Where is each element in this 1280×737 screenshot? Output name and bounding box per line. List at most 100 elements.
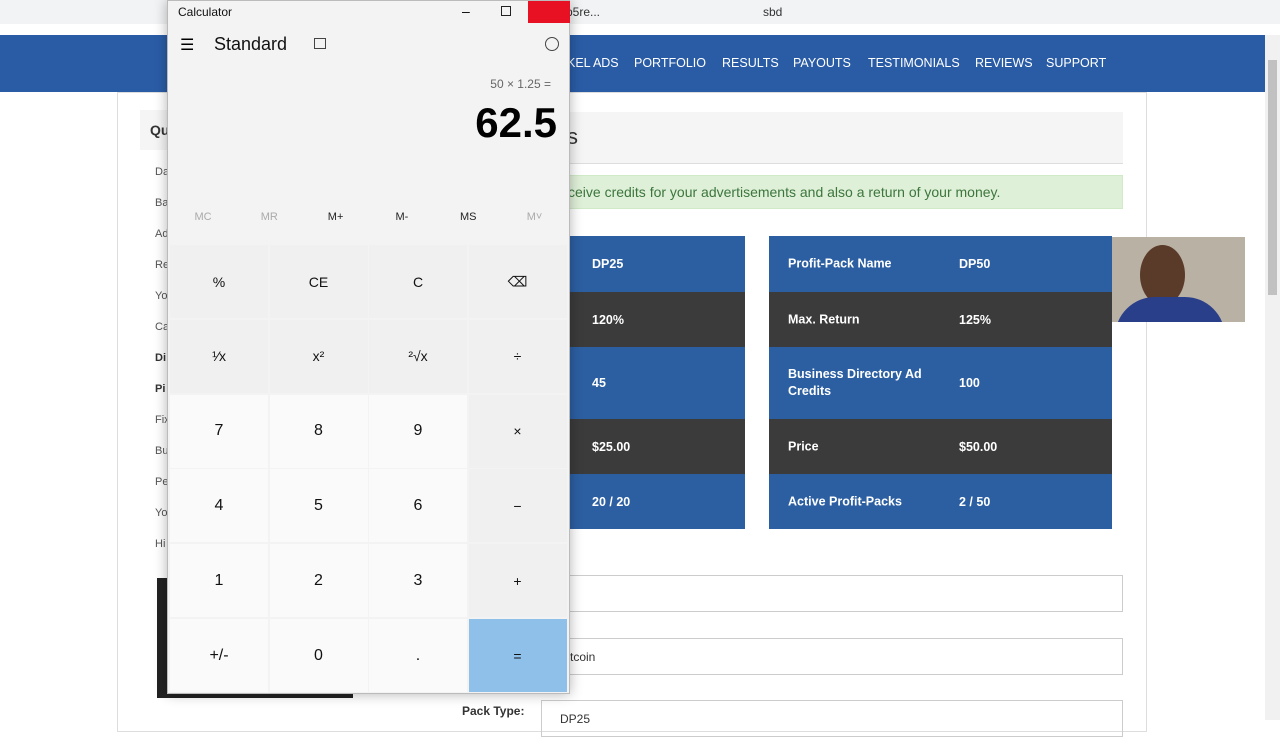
calc-key[interactable]: x²	[269, 319, 368, 393]
sidebar-link[interactable]: Di	[155, 352, 166, 364]
calc-key[interactable]: 1	[170, 544, 268, 618]
memory-button[interactable]: MC	[194, 211, 212, 223]
table-row: 45	[570, 347, 745, 419]
memory-button[interactable]: M+	[327, 211, 344, 223]
calc-key[interactable]: −	[468, 469, 567, 543]
calc-key[interactable]: 7	[170, 394, 268, 468]
sidebar-link[interactable]: Ad	[155, 228, 169, 240]
key-label: +	[513, 572, 522, 589]
nav-link[interactable]: SUPPORT	[1046, 56, 1107, 70]
key-label: 1	[214, 571, 224, 589]
table-row: Max. Return 125%	[769, 292, 1112, 347]
panel-heading	[560, 112, 1123, 164]
key-label: %	[212, 273, 226, 290]
calc-key[interactable]: ²√x	[369, 319, 467, 393]
cell-label: Profit-Pack Name	[788, 256, 892, 271]
cell-value: 2 / 50	[959, 494, 991, 509]
cell: DP25	[592, 257, 624, 271]
sidebar-link[interactable]: Da	[155, 166, 170, 178]
nav-link[interactable]: PORTFOLIO	[634, 56, 707, 70]
sidebar-link[interactable]: Pe	[155, 476, 169, 488]
key-label: 8	[314, 422, 323, 440]
memory-button[interactable]: M-	[395, 211, 409, 223]
cell: 120%	[592, 312, 624, 327]
sidebar-link[interactable]: Ca	[155, 321, 170, 333]
calc-key[interactable]: 6	[369, 469, 467, 543]
table-row: $25.00	[570, 419, 745, 474]
bookmark[interactable]: sbd	[763, 5, 783, 19]
memory-button[interactable]: MR	[260, 211, 278, 223]
nav-link[interactable]: TESTIMONIALS	[868, 56, 960, 70]
sidebar-link[interactable]: Hi	[155, 538, 166, 550]
key-label: 0	[314, 646, 323, 664]
menu-button[interactable]: ☰	[180, 37, 195, 54]
sidebar-link[interactable]: Fix	[155, 414, 170, 426]
table-row: Active Profit-Packs 2 / 50	[769, 474, 1112, 529]
key-label: CE	[308, 273, 329, 290]
pack-type-select[interactable]	[541, 700, 1123, 737]
form-label: Pack Type:	[462, 704, 525, 718]
select-value: DP25	[560, 712, 591, 726]
cell: $25.00	[592, 439, 631, 454]
calc-key[interactable]: 9	[369, 394, 467, 468]
calc-key[interactable]: 2	[269, 544, 368, 618]
cell: 20 / 20	[592, 494, 631, 509]
calc-key[interactable]: +/-	[170, 619, 268, 692]
sidebar-link[interactable]: Bu	[155, 445, 169, 457]
calc-key[interactable]: %	[170, 245, 268, 318]
history-button[interactable]	[545, 37, 559, 51]
memory-button[interactable]: M˅	[526, 211, 543, 223]
nav-link[interactable]: RESULTS	[722, 56, 779, 70]
key-label: =	[513, 647, 522, 664]
calc-key[interactable]: 0	[269, 619, 368, 692]
cell-label: Active Profit-Packs	[788, 494, 902, 508]
window-title: Calculator	[178, 5, 233, 19]
key-label: 7	[214, 422, 224, 440]
calc-key[interactable]: ×	[468, 394, 567, 468]
calc-key[interactable]: =	[468, 619, 567, 692]
calc-key[interactable]: ⌫	[468, 245, 567, 318]
sidebar-link[interactable]: Yo	[155, 507, 168, 519]
bookmark[interactable]: p5re...	[566, 5, 601, 19]
cell-value: 125%	[959, 312, 991, 327]
calc-key[interactable]: 5	[269, 469, 368, 543]
sidebar-link[interactable]: Re	[155, 259, 170, 271]
currency-select[interactable]	[541, 638, 1123, 675]
calc-key[interactable]: ¹⁄x	[170, 319, 268, 393]
calculator-window: – ☰ Calculator Standard 50 × 1.25 = 62.5 MC M…	[167, 0, 570, 694]
expression: 50 × 1.25 =	[490, 77, 551, 91]
key-label: ÷	[513, 348, 522, 365]
key-label: .	[415, 646, 421, 664]
sidebar-link[interactable]: Yo	[155, 290, 168, 302]
key-label: +/-	[209, 646, 229, 664]
sidebar-link[interactable]: Ba	[155, 197, 169, 209]
nav-link[interactable]: PAYOUTS	[793, 56, 851, 70]
input[interactable]	[560, 575, 1123, 612]
key-label: ⌫	[507, 273, 528, 289]
calc-key[interactable]: ÷	[468, 319, 567, 393]
key-label: ²√x	[408, 348, 428, 365]
sidebar-link[interactable]: Pi	[155, 383, 166, 395]
maximize-button[interactable]	[501, 6, 511, 16]
calc-key[interactable]: 3	[369, 544, 467, 618]
calc-key[interactable]: .	[369, 619, 467, 692]
key-label: C	[412, 273, 424, 290]
calc-key[interactable]: C	[369, 245, 467, 318]
memory-button[interactable]: MS	[459, 211, 477, 223]
cell: 45	[592, 376, 606, 390]
key-label: x²	[312, 348, 325, 365]
calc-key[interactable]: +	[468, 544, 567, 618]
calc-key[interactable]: CE	[269, 245, 368, 318]
key-label: 4	[214, 496, 224, 514]
minimize-button[interactable]: –	[462, 3, 470, 19]
cell-value: $50.00	[959, 439, 998, 454]
close-button[interactable]	[528, 1, 570, 23]
cell-label: Price	[788, 439, 819, 453]
nav-link[interactable]: REVIEWS	[975, 56, 1033, 70]
nav-link[interactable]: KEL ADS	[567, 56, 619, 70]
table-row: 120%	[570, 292, 745, 347]
keep-on-top[interactable]	[314, 38, 326, 49]
calc-key[interactable]: 4	[170, 469, 268, 543]
calc-key[interactable]: 8	[269, 394, 368, 468]
